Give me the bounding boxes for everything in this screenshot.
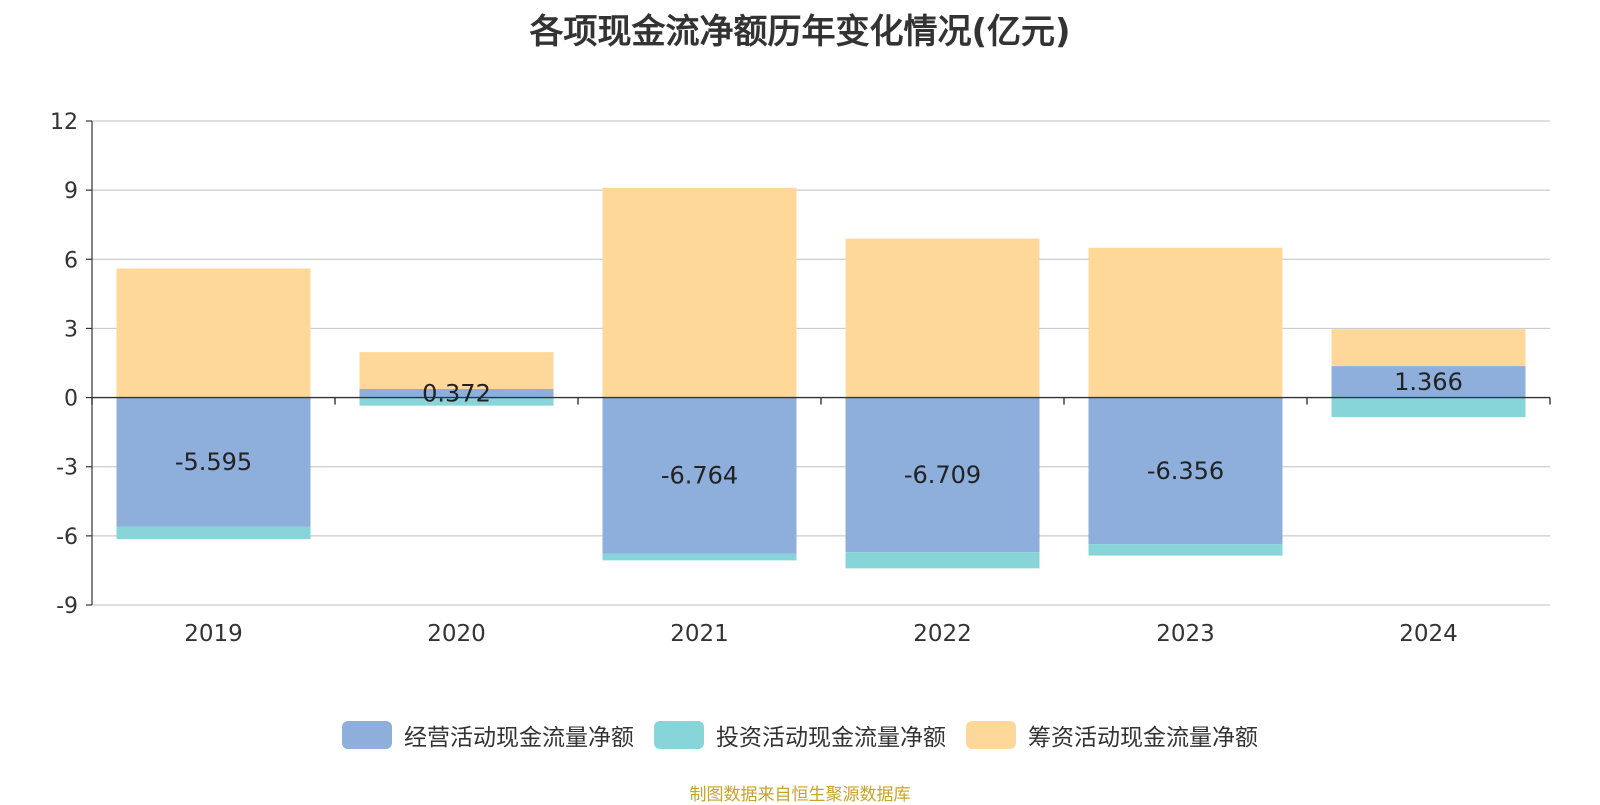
y-tick-label: -9 — [56, 594, 78, 619]
legend-swatch-investing — [654, 721, 704, 749]
x-tick-label: 2022 — [913, 621, 972, 647]
bar-segment — [602, 553, 797, 561]
x-tick-label: 2020 — [427, 621, 486, 647]
bar-segment — [1331, 329, 1526, 367]
grid-layer — [92, 120, 1550, 606]
bar-segment — [359, 352, 554, 389]
y-tick-label: 6 — [64, 248, 78, 273]
bar-segment — [1331, 366, 1526, 398]
data-label: 1.366 — [1394, 368, 1463, 396]
bar-segment — [845, 397, 1040, 553]
data-label: -6.764 — [661, 462, 738, 490]
legend-swatch-financing — [966, 721, 1016, 749]
legend-label-investing: 投资活动现金流量净额 — [716, 725, 946, 751]
bar-segment — [845, 552, 1040, 569]
legend-item-financing[interactable]: 筹资活动现金流量净额 — [966, 718, 1258, 752]
stacked-bar-chart: 12 9 6 3 0 -3 -6 -9 2019 2020 2021 2022 2023 2024 -5.… — [50, 110, 1551, 647]
chart-title: 各项现金流净额历年变化情况(亿元) — [529, 12, 1071, 52]
x-tick-label: 2023 — [1156, 621, 1215, 647]
bar-segment — [116, 268, 311, 398]
legend-label-operating: 经营活动现金流量净额 — [404, 725, 634, 751]
y-tick-label: 3 — [64, 317, 78, 342]
data-label: -6.709 — [904, 461, 981, 489]
data-label: -5.595 — [175, 448, 252, 476]
label-layer: -5.595 0.372 -6.764 -6.709 -6.356 1.366 — [175, 368, 1463, 490]
y-tick-label: -6 — [56, 525, 78, 550]
y-tick-label: 9 — [64, 179, 78, 204]
legend-swatch-operating — [342, 721, 392, 749]
bar-segment — [1331, 397, 1526, 418]
bar-segment — [359, 397, 554, 406]
x-tick-label: 2024 — [1399, 621, 1458, 647]
bar-segment — [602, 397, 797, 554]
bar-segment — [1088, 544, 1283, 556]
legend-item-operating[interactable]: 经营活动现金流量净额 — [342, 718, 634, 752]
legend: 经营活动现金流量净额 投资活动现金流量净额 筹资活动现金流量净额 — [0, 718, 1600, 752]
data-source-note: 制图数据来自恒生聚源数据库 — [689, 785, 911, 805]
x-tick-label: 2019 — [184, 621, 243, 647]
legend-label-financing: 筹资活动现金流量净额 — [1028, 725, 1258, 751]
x-tick-label: 2021 — [670, 621, 729, 647]
y-tick-label: 0 — [64, 387, 78, 412]
bar-segment — [602, 187, 797, 398]
y-tick-label: -3 — [56, 456, 78, 481]
bar-segment — [359, 388, 554, 398]
bar-segment — [116, 397, 311, 527]
y-tick-label: 12 — [50, 110, 78, 135]
axis-layer: 12 9 6 3 0 -3 -6 -9 2019 2020 2021 2022 2023 2024 — [50, 110, 1551, 647]
bar-layer — [116, 187, 1526, 569]
bar-segment — [845, 238, 1040, 398]
bar-segment — [1088, 397, 1283, 545]
bar-segment — [116, 526, 311, 540]
legend-item-investing[interactable]: 投资活动现金流量净额 — [654, 718, 946, 752]
data-label: 0.372 — [422, 379, 491, 407]
data-label: -6.356 — [1147, 457, 1224, 485]
bar-segment — [1088, 247, 1283, 398]
